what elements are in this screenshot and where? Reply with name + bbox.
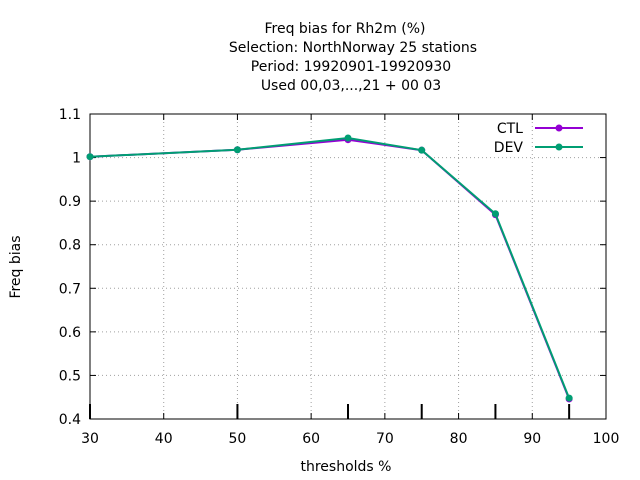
series-ctl [86, 136, 573, 403]
y-axis-ticks: 0.4 0.5 0.6 0.7 0.8 0.9 1 1.1 [59, 107, 606, 428]
grid-lines [90, 114, 606, 419]
title-line-1: Freq bias for Rh2m (%) [264, 21, 425, 37]
legend: CTL DEV [494, 121, 583, 156]
y-tick-label: 0.6 [59, 325, 81, 341]
x-tick-label: 100 [593, 431, 620, 447]
chart-title: Freq bias for Rh2m (%) Selection: NorthN… [229, 21, 477, 94]
title-line-4: Used 00,03,...,21 + 00 03 [261, 78, 441, 94]
x-tick-label: 60 [302, 431, 320, 447]
data-point-dev [86, 153, 94, 161]
data-point-dev [418, 146, 426, 154]
series-dev [86, 134, 573, 402]
x-tick-label: 90 [523, 431, 541, 447]
series-line-ctl [89, 138, 571, 400]
x-axis-ticks: 30 40 50 60 70 80 90 100 [81, 114, 619, 447]
y-tick-label: 0.7 [59, 281, 81, 297]
data-point-dev [344, 134, 352, 142]
y-tick-label: 1 [72, 151, 81, 167]
series-line-dev [89, 136, 571, 399]
data-point-dev [233, 146, 241, 154]
title-line-2: Selection: NorthNorway 25 stations [229, 40, 477, 56]
plot-border [89, 113, 607, 420]
x-tick-label: 50 [229, 431, 247, 447]
y-tick-label: 0.9 [59, 194, 81, 210]
legend-label-ctl: CTL [497, 121, 523, 137]
x-tick-label: 80 [450, 431, 468, 447]
data-point-dev [491, 210, 499, 218]
x-axis-label: thresholds % [301, 459, 392, 475]
x-tick-label: 30 [81, 431, 99, 447]
threshold-marks [89, 404, 571, 419]
y-tick-label: 0.8 [59, 238, 81, 254]
data-point-dev [565, 394, 573, 402]
y-axis-label: Freq bias [8, 235, 24, 298]
y-tick-label: 1.1 [59, 107, 81, 123]
series-layer [86, 134, 573, 403]
y-tick-label: 0.4 [59, 412, 81, 428]
y-tick-label: 0.5 [59, 368, 81, 384]
x-tick-label: 40 [155, 431, 173, 447]
legend-label-dev: DEV [494, 140, 524, 156]
legend-marker-ctl [555, 124, 563, 132]
title-line-3: Period: 19920901-19920930 [251, 59, 451, 75]
legend-marker-dev [555, 143, 563, 151]
x-tick-label: 70 [376, 431, 394, 447]
